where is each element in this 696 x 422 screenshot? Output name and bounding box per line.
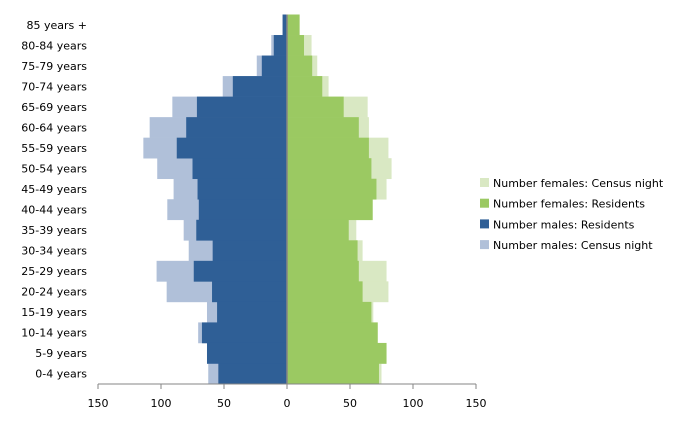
bar-number-males-residents (193, 260, 287, 282)
x-tick-label: 50 (343, 397, 357, 410)
category-label: 45-49 years (21, 183, 87, 196)
bar-number-males-residents (196, 219, 287, 241)
bar-number-males-residents (217, 301, 287, 323)
category-label: 40-44 years (21, 204, 87, 217)
category-label: 55-59 years (21, 142, 87, 155)
bar-number-females-residents (287, 55, 313, 77)
category-label: 10-14 years (21, 327, 87, 340)
bar-number-females-residents (287, 342, 387, 364)
bar-number-males-residents (282, 14, 287, 36)
bar-number-males-residents (201, 322, 287, 344)
legend-swatch (480, 178, 489, 187)
legend-swatch (480, 240, 489, 250)
bar-number-males-residents (198, 199, 287, 221)
x-tick-label: 100 (151, 397, 172, 410)
bar-number-females-residents (287, 96, 344, 118)
category-label: 25-29 years (21, 265, 87, 278)
bar-number-males-residents (232, 76, 287, 97)
bar-number-females-residents (287, 281, 363, 303)
category-label: 5-9 years (35, 347, 87, 360)
bar-number-females-residents (287, 76, 323, 97)
bar-number-females-residents (287, 35, 305, 56)
bar-number-males-residents (197, 178, 287, 200)
legend-label: Number males: Census night (493, 239, 653, 252)
bar-number-males-residents (196, 96, 287, 118)
bar-number-females-residents (287, 240, 358, 262)
category-label: 20-24 years (21, 286, 87, 299)
bar-number-females-residents (287, 363, 379, 385)
bar-number-males-residents (212, 281, 287, 303)
legend-swatch (480, 198, 489, 208)
bar-number-females-residents (287, 137, 369, 159)
x-tick-label: 100 (403, 397, 424, 410)
category-label: 80-84 years (21, 39, 87, 52)
category-label: 75-79 years (21, 60, 87, 73)
category-label: 0-4 years (35, 368, 87, 381)
bar-number-males-residents (192, 158, 287, 180)
legend-swatch (480, 219, 489, 229)
bar-number-females-residents (287, 260, 359, 282)
x-tick-label: 150 (466, 397, 487, 410)
category-label: 30-34 years (21, 245, 87, 258)
legend: Number females: Census night Number femal… (480, 177, 664, 252)
bar-number-females-residents (287, 178, 377, 200)
bar-number-males-residents (212, 240, 287, 262)
x-tick-label: 150 (88, 397, 109, 410)
bar-number-males-residents (176, 137, 287, 159)
bar-number-males-residents (273, 35, 287, 56)
bar-number-females-residents (287, 199, 373, 221)
bar-number-females-residents (287, 14, 300, 36)
bar-number-males-residents (218, 363, 287, 385)
category-label: 60-64 years (21, 121, 87, 134)
legend-label: Number males: Residents (493, 218, 635, 231)
category-label: 65-69 years (21, 101, 87, 114)
category-label: 50-54 years (21, 162, 87, 175)
bar-number-females-residents (287, 322, 378, 344)
bar-number-females-residents (287, 219, 349, 241)
category-label: 70-74 years (21, 80, 87, 93)
bar-number-males-residents (186, 117, 287, 138)
bar-number-females-residents (287, 301, 372, 323)
legend-label: Number females: Census night (493, 177, 664, 190)
x-tick-label: 50 (217, 397, 231, 410)
legend-label: Number females: Residents (493, 198, 645, 211)
bar-number-females-residents (287, 158, 372, 180)
x-tick-label: 0 (284, 397, 291, 410)
category-label: 85 years + (27, 19, 87, 32)
category-label: 35-39 years (21, 224, 87, 237)
category-label: 15-19 years (21, 306, 87, 319)
bar-number-females-residents (287, 117, 359, 138)
bar-number-males-residents (206, 342, 287, 364)
bar-number-males-residents (261, 55, 287, 77)
